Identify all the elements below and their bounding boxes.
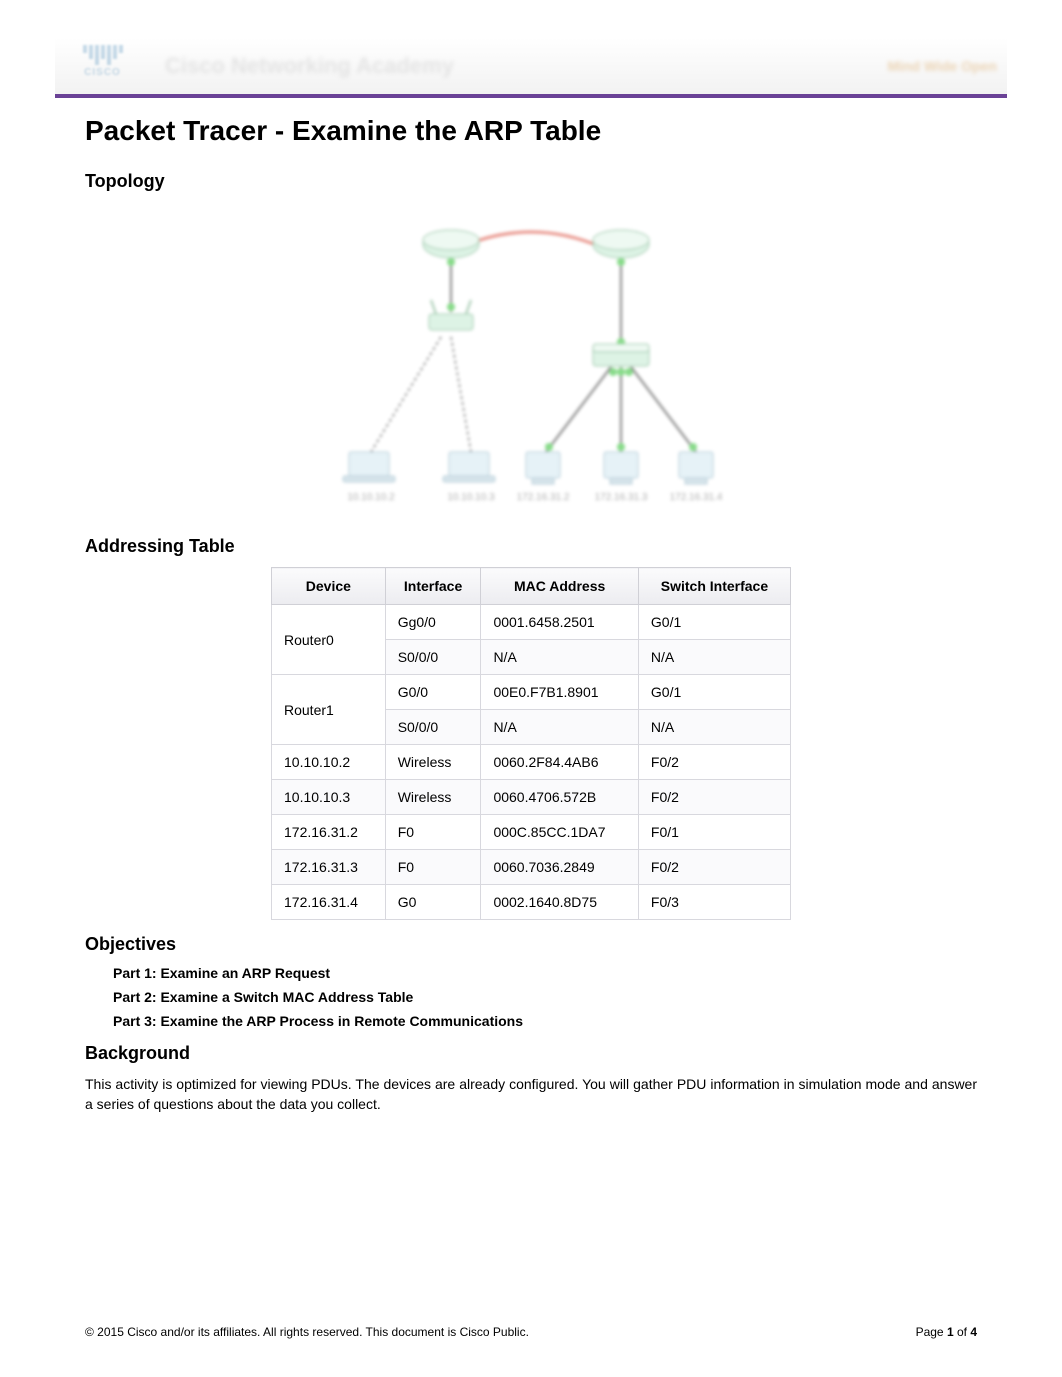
objective-item: Part 1: Examine an ARP Request [113, 965, 977, 981]
cell-device: 10.10.10.2 [272, 745, 386, 780]
cell-iface: F0 [385, 850, 481, 885]
col-device: Device [272, 568, 386, 605]
cell-sw: F0/2 [638, 780, 790, 815]
cell-mac: 000C.85CC.1DA7 [481, 815, 638, 850]
cell-mac: 0060.2F84.4AB6 [481, 745, 638, 780]
objective-item: Part 2: Examine a Switch MAC Address Tab… [113, 989, 977, 1005]
cell-sw: N/A [638, 710, 790, 745]
pc-icon [604, 452, 638, 484]
cell-mac: 0002.1640.8D75 [481, 885, 638, 920]
cell-mac: 0001.6458.2501 [481, 605, 638, 640]
router1-icon [593, 230, 649, 258]
objective-item: Part 3: Examine the ARP Process in Remot… [113, 1013, 977, 1029]
cell-device: 172.16.31.4 [272, 885, 386, 920]
svg-text:172.16.31.4: 172.16.31.4 [670, 492, 723, 503]
cisco-banner: CISCO Cisco Networking Academy Mind Wide… [55, 38, 1007, 98]
cell-device: Router1 [272, 675, 386, 745]
col-mac: MAC Address [481, 568, 638, 605]
svg-text:10.10.10.3: 10.10.10.3 [447, 492, 495, 503]
cisco-logo: CISCO [65, 45, 140, 87]
cell-iface: G0/0 [385, 675, 481, 710]
laptop-icon [443, 452, 495, 482]
cell-iface: G0 [385, 885, 481, 920]
cell-device: 10.10.10.3 [272, 780, 386, 815]
cell-device: 172.16.31.2 [272, 815, 386, 850]
page-footer: © 2015 Cisco and/or its affiliates. All … [85, 1325, 977, 1339]
cell-device: Router0 [272, 605, 386, 675]
router0-icon [423, 230, 479, 258]
page-prefix: Page [916, 1325, 947, 1339]
cell-sw: F0/1 [638, 815, 790, 850]
page-total: 4 [970, 1325, 977, 1339]
topology-diagram: 10.10.10.2 10.10.10.3 172.16.31.2 172.16… [85, 202, 977, 522]
footer-page: Page 1 of 4 [916, 1325, 977, 1339]
cell-mac: 0060.4706.572B [481, 780, 638, 815]
section-topology: Topology [85, 171, 977, 192]
cell-sw: F0/2 [638, 745, 790, 780]
table-row: 172.16.31.2 F0 000C.85CC.1DA7 F0/1 [272, 815, 791, 850]
section-objectives: Objectives [85, 934, 977, 955]
table-row: 10.10.10.3 Wireless 0060.4706.572B F0/2 [272, 780, 791, 815]
footer-copyright: © 2015 Cisco and/or its affiliates. All … [85, 1325, 529, 1339]
addressing-table: Device Interface MAC Address Switch Inte… [271, 567, 791, 920]
table-row: 172.16.31.4 G0 0002.1640.8D75 F0/3 [272, 885, 791, 920]
cell-iface: Gg0/0 [385, 605, 481, 640]
cell-mac: N/A [481, 640, 638, 675]
cell-sw: F0/3 [638, 885, 790, 920]
svg-text:10.10.10.2: 10.10.10.2 [347, 492, 395, 503]
laptop-icon [343, 452, 395, 482]
section-background: Background [85, 1043, 977, 1064]
document-body: Packet Tracer - Examine the ARP Table To… [85, 115, 977, 1115]
banner-center-text: Cisco Networking Academy [140, 53, 887, 79]
cell-iface: F0 [385, 815, 481, 850]
cell-iface: Wireless [385, 780, 481, 815]
objectives-list: Part 1: Examine an ARP Request Part 2: E… [113, 965, 977, 1029]
cell-sw: N/A [638, 640, 790, 675]
cell-iface: Wireless [385, 745, 481, 780]
table-row: 172.16.31.3 F0 0060.7036.2849 F0/2 [272, 850, 791, 885]
cell-iface: S0/0/0 [385, 710, 481, 745]
cell-mac: N/A [481, 710, 638, 745]
svg-text:172.16.31.2: 172.16.31.2 [517, 492, 570, 503]
cell-sw: F0/2 [638, 850, 790, 885]
section-addressing: Addressing Table [85, 536, 977, 557]
page-sep: of [954, 1325, 971, 1339]
svg-text:172.16.31.3: 172.16.31.3 [595, 492, 648, 503]
cell-sw: G0/1 [638, 675, 790, 710]
background-paragraph: This activity is optimized for viewing P… [85, 1074, 977, 1115]
table-row: Router0 Gg0/0 0001.6458.2501 G0/1 [272, 605, 791, 640]
banner-right-text: Mind Wide Open [887, 58, 997, 74]
col-switch-iface: Switch Interface [638, 568, 790, 605]
col-interface: Interface [385, 568, 481, 605]
page-current: 1 [947, 1325, 954, 1339]
cell-sw: G0/1 [638, 605, 790, 640]
switch-icon [593, 344, 649, 366]
table-row: 10.10.10.2 Wireless 0060.2F84.4AB6 F0/2 [272, 745, 791, 780]
page-title: Packet Tracer - Examine the ARP Table [85, 115, 977, 147]
table-row: Router1 G0/0 00E0.F7B1.8901 G0/1 [272, 675, 791, 710]
cell-mac: 0060.7036.2849 [481, 850, 638, 885]
pc-icon [526, 452, 560, 484]
pc-icon [679, 452, 713, 484]
topology-svg: 10.10.10.2 10.10.10.3 172.16.31.2 172.16… [301, 202, 761, 522]
cell-iface: S0/0/0 [385, 640, 481, 675]
cell-mac: 00E0.F7B1.8901 [481, 675, 638, 710]
cell-device: 172.16.31.3 [272, 850, 386, 885]
